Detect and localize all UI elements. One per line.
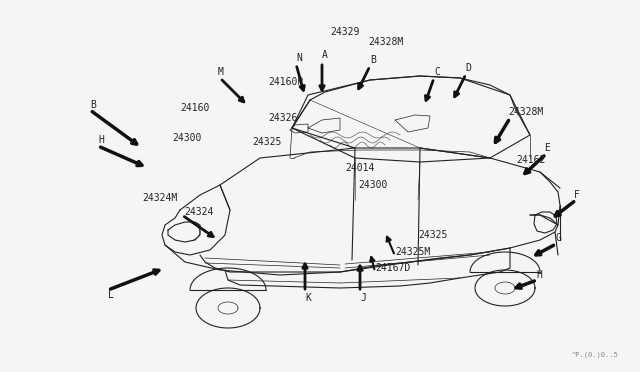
Text: M: M [218,67,224,77]
Text: 24160P: 24160P [268,77,303,87]
Text: E: E [544,143,550,153]
Text: 24167D: 24167D [375,263,410,273]
Text: J: J [360,293,366,303]
Text: 24300: 24300 [358,180,387,190]
Text: G: G [556,233,562,243]
Text: 24328M: 24328M [508,107,543,117]
Text: B: B [90,100,96,110]
Text: L: L [108,290,114,300]
Text: 24014: 24014 [345,163,374,173]
Text: B: B [370,55,376,65]
Text: D: D [465,63,471,73]
Text: F: F [574,190,580,200]
Text: C: C [434,67,440,77]
Text: A: A [322,50,328,60]
Text: 24324M: 24324M [142,193,177,203]
Text: K: K [305,293,311,303]
Text: 24160: 24160 [180,103,209,113]
Text: 24300: 24300 [172,133,202,143]
Text: 24325: 24325 [418,230,447,240]
Text: 24162: 24162 [516,155,545,165]
Text: 24329: 24329 [330,27,360,37]
Text: ^P.(0.)0..5: ^P.(0.)0..5 [572,352,618,358]
Text: H: H [536,270,542,280]
Text: 24326: 24326 [268,113,298,123]
Text: 24325M: 24325M [395,247,430,257]
Text: 24328M: 24328M [368,37,403,47]
Text: 24325: 24325 [252,137,282,147]
Text: 24324: 24324 [184,207,213,217]
Text: N: N [296,53,302,63]
Text: H: H [98,135,104,145]
